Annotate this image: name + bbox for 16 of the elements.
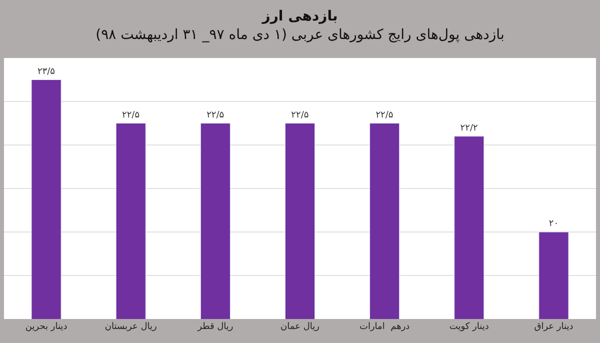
x-tick-label: درهم امارات — [359, 322, 410, 332]
x-tick-label: دینار بحرین — [25, 322, 68, 332]
data-label: ۲۲/۵ — [122, 110, 140, 120]
chart-title: بازدهی ارز — [261, 8, 338, 25]
x-tick-label: ریال عمان — [280, 322, 320, 332]
data-label: ۲۰ — [548, 219, 559, 229]
x-tick-label: ریال قطر — [196, 322, 234, 332]
data-label: ۲۲/۵ — [291, 110, 309, 120]
chart-subtitle: بازدهی پول‌های رایج کشورهای عربی (۱ دی ماه ۹۷_ ۳۱ اردیبهشت ۹۸) — [96, 26, 504, 43]
x-tick-label: دینار عراق — [534, 322, 574, 332]
data-label: ۲۲/۵ — [206, 110, 224, 120]
data-label: ۲۲/۲ — [460, 123, 478, 134]
x-tick-label: دینار کویت — [449, 322, 489, 332]
x-tick-label: ریال عربستان — [104, 322, 157, 332]
data-label: ۲۳/۵ — [37, 66, 56, 77]
data-label: ۲۲/۵ — [376, 110, 394, 120]
